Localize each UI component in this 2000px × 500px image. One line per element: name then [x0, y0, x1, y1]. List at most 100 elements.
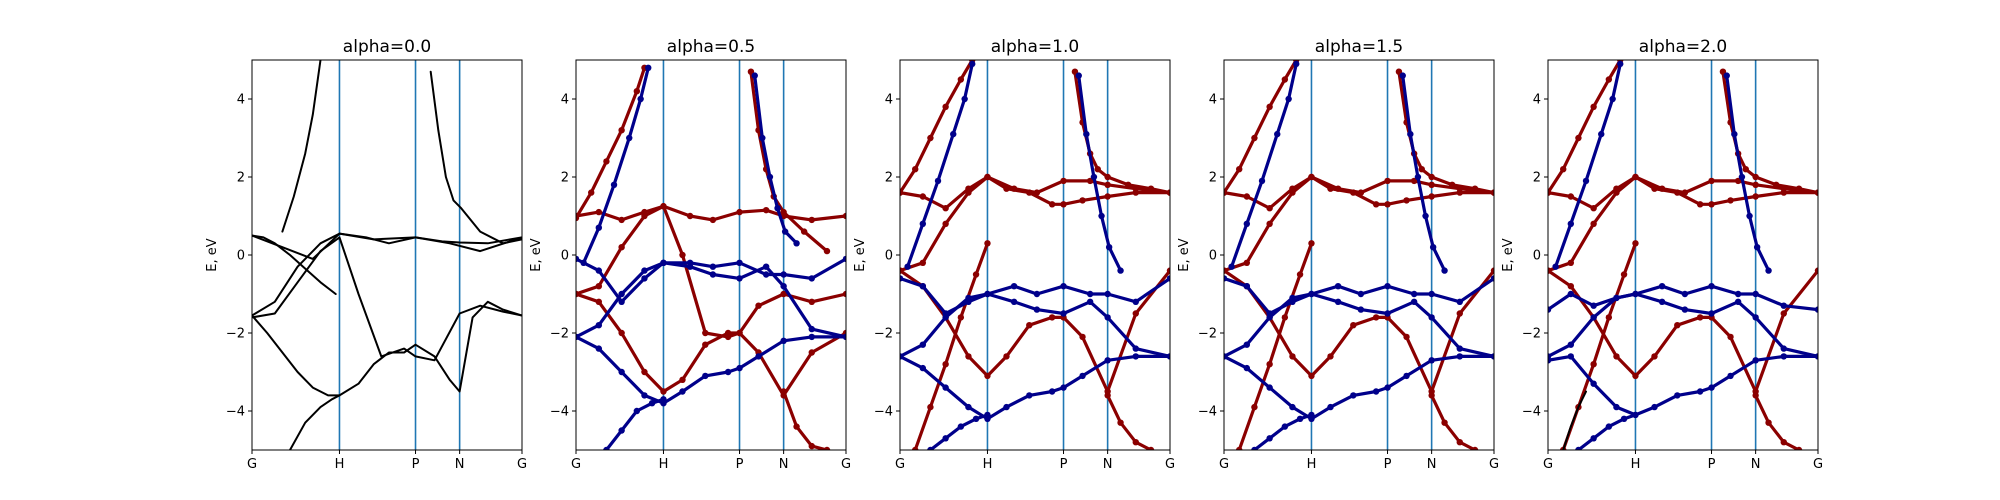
band-point: [1674, 322, 1681, 329]
band-point: [576, 290, 580, 298]
band-point: [1490, 267, 1494, 274]
band-point: [1224, 267, 1228, 274]
band-point: [808, 349, 815, 356]
band-point: [919, 193, 927, 200]
band-point: [1613, 353, 1620, 360]
band-point: [1258, 177, 1266, 185]
band-point: [595, 283, 603, 290]
band-point: [1033, 306, 1041, 313]
band-point: [1575, 134, 1582, 142]
band-point: [1814, 353, 1818, 360]
y-tick-label: 2: [1533, 171, 1541, 186]
band-point: [618, 329, 625, 337]
band-point: [984, 372, 991, 380]
band-series-12: [1725, 73, 1771, 273]
band-point: [1765, 419, 1772, 426]
band-point: [1428, 290, 1435, 298]
band-point: [984, 173, 991, 181]
band-point: [641, 267, 648, 274]
band-series-11: [1229, 62, 1298, 269]
panel-title: alpha=1.5: [1315, 37, 1403, 57]
band-point: [576, 214, 580, 222]
band-point: [984, 240, 991, 247]
band-point: [823, 247, 831, 255]
band-point: [1448, 181, 1456, 188]
y-tick-label: 4: [1209, 93, 1217, 108]
band-point: [618, 244, 625, 251]
band-point: [1723, 72, 1730, 79]
band-series-11: [905, 62, 974, 269]
band-series-7: [429, 70, 522, 245]
band-series-8: [576, 261, 846, 339]
band-point: [641, 392, 648, 399]
band-point: [1060, 177, 1067, 185]
band-point: [1617, 60, 1624, 68]
band-point: [1104, 290, 1111, 298]
band-point: [1708, 384, 1715, 391]
band-point: [1166, 353, 1170, 360]
band-point: [1132, 439, 1139, 446]
band-point: [603, 446, 610, 450]
band-point: [1274, 130, 1281, 138]
band-point: [1632, 372, 1639, 380]
band-point: [1372, 201, 1380, 208]
band-point: [1243, 193, 1251, 200]
band-point: [1075, 72, 1082, 79]
x-tick-label: G: [1813, 457, 1823, 472]
series-group: [1224, 60, 1494, 450]
band-point: [1632, 240, 1639, 247]
band-point: [1403, 372, 1410, 380]
band-point: [919, 259, 927, 266]
band-point: [618, 290, 625, 298]
band-point: [1079, 372, 1086, 380]
band-point: [1266, 435, 1273, 442]
band-point: [1308, 372, 1315, 380]
band-point: [942, 435, 949, 442]
band-point: [1132, 298, 1139, 305]
band-point: [1471, 185, 1479, 192]
band-point: [780, 271, 787, 278]
band-point: [1708, 310, 1715, 317]
band-point: [679, 251, 686, 259]
band-point: [1780, 345, 1787, 352]
band-point: [633, 407, 641, 415]
band-point: [904, 263, 911, 270]
band-point: [1308, 240, 1315, 247]
band-point: [762, 271, 770, 278]
band-point: [1166, 275, 1170, 282]
band-point: [1289, 189, 1296, 196]
y-tick-label: 2: [237, 171, 245, 186]
band-point: [1590, 314, 1597, 321]
band-series-6: [781, 389, 829, 450]
band-point: [755, 302, 762, 309]
band-point: [1490, 189, 1494, 196]
band-point: [1567, 290, 1575, 298]
band-point: [1471, 446, 1479, 450]
plot-area: [576, 60, 846, 450]
band-point: [1266, 103, 1273, 111]
band-point: [1605, 76, 1613, 83]
panel-title: alpha=0.5: [667, 37, 755, 57]
band-point: [919, 220, 927, 227]
band-point: [603, 158, 610, 165]
band-point: [1266, 314, 1273, 321]
band-point: [1003, 403, 1010, 411]
band-point: [595, 298, 603, 305]
band-point: [1674, 189, 1681, 196]
band-point: [1456, 298, 1463, 305]
band-point: [1296, 415, 1304, 422]
band-point: [660, 203, 667, 210]
band-point: [1780, 310, 1787, 317]
band-point: [1289, 353, 1296, 360]
x-tick-label: G: [571, 457, 581, 472]
y-tick-label: −4: [1198, 405, 1217, 420]
band-point: [618, 216, 625, 224]
band-point: [1575, 446, 1582, 450]
band-point: [1266, 205, 1273, 212]
band-point: [1456, 189, 1463, 196]
band-point: [1772, 181, 1780, 188]
band-point: [1147, 185, 1155, 192]
band-point: [1456, 353, 1463, 360]
band-point: [1708, 201, 1715, 208]
band-point: [1403, 197, 1410, 204]
